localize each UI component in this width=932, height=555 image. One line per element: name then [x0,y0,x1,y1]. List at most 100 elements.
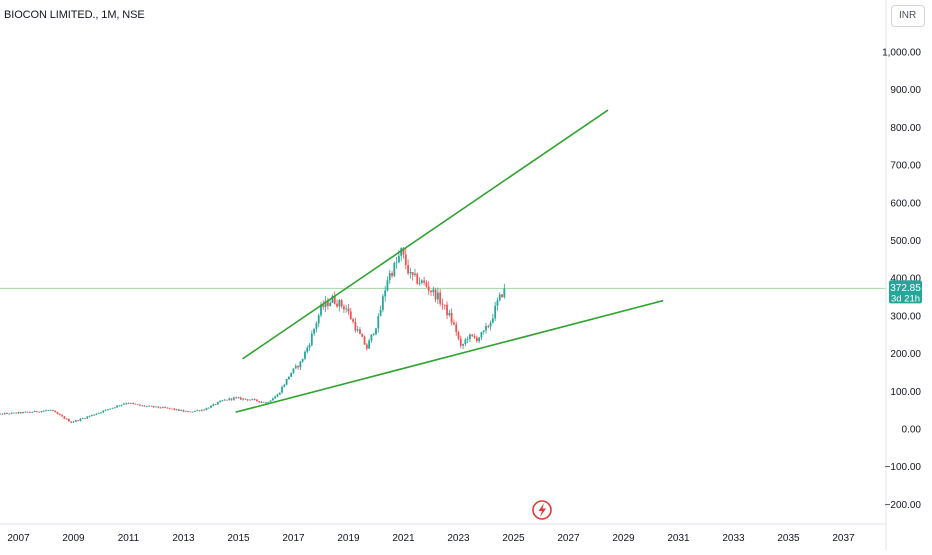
candle [65,418,68,420]
candle [187,410,189,413]
candle [207,407,210,409]
x-tick-label: 2033 [722,533,745,544]
candle [38,411,41,413]
candle [420,279,423,285]
candle [90,414,93,417]
candle [278,392,281,395]
candle [49,409,52,411]
candle [134,403,137,405]
x-tick-label: 2013 [172,533,195,544]
candle [0,413,2,415]
candle [228,397,231,401]
candle [17,411,20,414]
candle [310,330,313,347]
candle [10,412,13,415]
candle [416,272,419,285]
candle [173,407,176,411]
candle [299,360,302,370]
candle [242,397,244,401]
candle [93,414,96,416]
candle [45,409,47,412]
candle [136,404,139,406]
candle [180,409,183,412]
candle [475,335,478,343]
candle [35,410,38,413]
candle [274,395,277,399]
candle [100,411,102,414]
candle [388,269,391,284]
candle [391,270,393,278]
x-tick-label: 2007 [7,533,30,544]
candle [246,399,249,402]
candle [494,302,497,322]
candle [56,411,59,415]
candle [283,383,286,388]
candle [198,410,201,412]
candle [331,294,334,304]
candle [276,393,279,398]
candle [155,406,157,408]
candle [260,400,263,403]
candle [434,287,437,303]
trendline[interactable] [235,300,664,413]
candle [86,416,89,420]
candle [141,404,144,407]
candle [393,261,396,278]
candle [349,308,352,320]
y-tick-label: 0.00 [902,425,922,436]
candle [29,411,31,413]
candle [233,396,235,401]
candle [54,410,57,413]
x-tick-label: 2035 [777,533,800,544]
y-tick-label: 200.00 [890,349,921,360]
candle [1,413,4,416]
candle [304,350,306,361]
candle [462,343,464,350]
candle [72,420,75,423]
y-tick-label: 100.00 [890,387,921,398]
candle [47,409,50,412]
candle [166,407,169,409]
candle [418,277,421,286]
candle [123,402,125,405]
candle [125,402,128,405]
y-tick-label: −200.00 [885,500,922,511]
price-badge-bg [889,280,922,304]
candle [19,411,22,414]
candle [61,414,63,417]
candle [326,297,329,310]
candle [503,283,506,299]
candle [63,415,66,420]
candle [436,287,439,304]
candle [473,333,476,340]
candle [375,327,377,336]
x-tick-label: 2027 [557,533,580,544]
candle [143,405,146,407]
candle [171,408,173,410]
candle [150,405,153,407]
candle [491,313,494,324]
candle [489,320,492,331]
candle [97,412,100,415]
candle [356,325,359,333]
candle [340,298,343,309]
candle [315,321,318,333]
candle [379,305,382,317]
flash-alert-icon[interactable] [532,500,552,520]
x-tick-label: 2015 [227,533,250,544]
x-tick-label: 2037 [832,533,855,544]
currency-selector[interactable]: INR [891,5,925,27]
candle [301,358,304,363]
candle [487,324,490,329]
candle [338,299,341,312]
candle [159,406,162,409]
trendline[interactable] [242,109,609,360]
candle [168,407,171,410]
candle [258,401,261,404]
candle [292,368,295,375]
candle [359,327,361,335]
candle [118,405,121,407]
candle [377,313,380,333]
